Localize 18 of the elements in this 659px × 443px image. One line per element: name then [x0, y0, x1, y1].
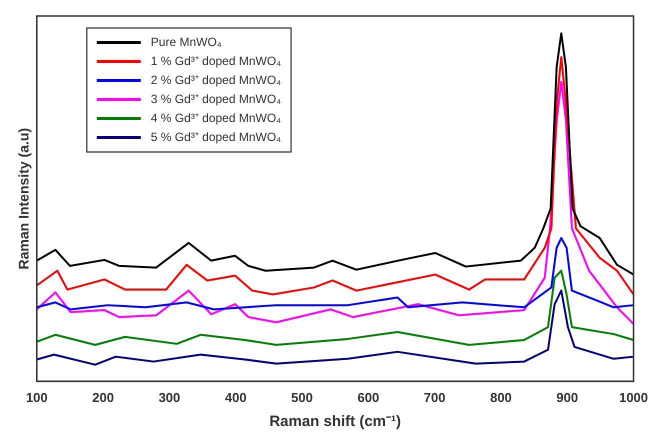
x-tick-label: 800 — [490, 390, 512, 405]
x-tick-label: 600 — [357, 390, 380, 405]
x-tick-label: 200 — [92, 390, 114, 405]
legend-label: Pure MnWO₄ — [150, 34, 222, 49]
legend-label: 5 % Gd³⁺ doped MnWO₄ — [150, 130, 282, 144]
legend-label: 2 % Gd³⁺ doped MnWO₄ — [150, 72, 282, 87]
x-tick-label: 300 — [158, 390, 180, 405]
x-tick-label: 700 — [424, 390, 446, 405]
x-axis-title: Raman shift (cm⁻¹) — [269, 413, 402, 430]
x-tick-label: 100 — [26, 390, 48, 405]
x-tick-label: 1000 — [619, 390, 648, 405]
x-tick-label: 900 — [556, 390, 578, 405]
legend-label: 1 % Gd³⁺ doped MnWO₄ — [150, 54, 282, 68]
legend-label: 4 % Gd³⁺ doped MnWO₄ — [150, 110, 282, 125]
x-tick-label: 400 — [224, 390, 247, 405]
x-tick-label: 500 — [291, 390, 313, 405]
legend-label: 3 % Gd³⁺ doped MnWO₄ — [150, 92, 282, 106]
y-axis-title: Raman Intensity (a.u) — [15, 128, 32, 270]
